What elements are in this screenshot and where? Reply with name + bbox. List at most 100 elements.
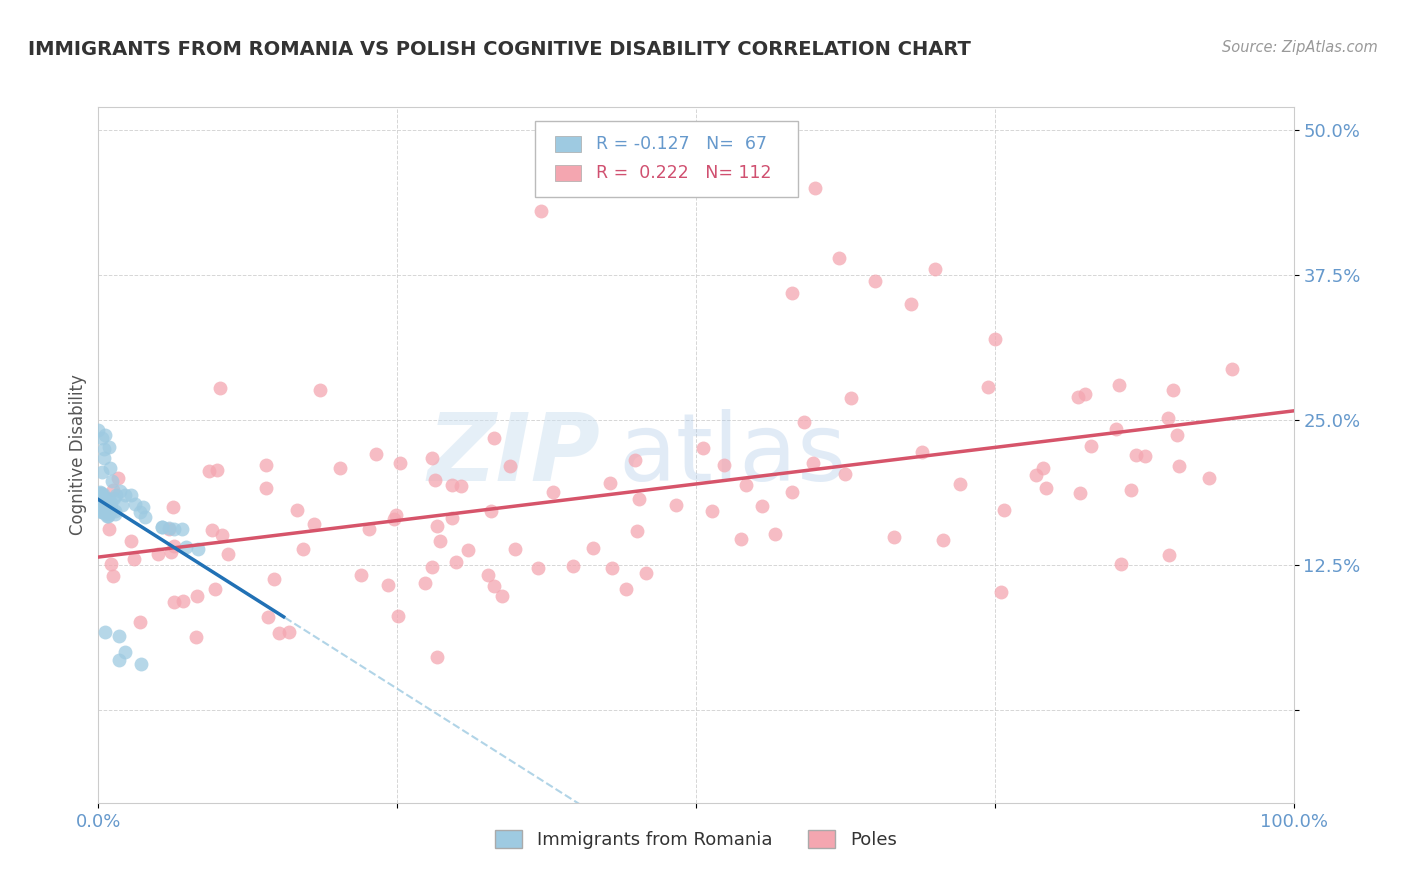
Point — [209, 381, 232, 395]
Point — [100, 558, 122, 572]
Point — [174, 540, 197, 554]
Point — [910, 445, 932, 459]
Point — [97, 507, 120, 521]
Point — [91, 494, 114, 508]
Point — [287, 503, 309, 517]
Point — [484, 579, 506, 593]
Point — [804, 181, 827, 195]
Point — [131, 657, 153, 671]
Point — [90, 485, 112, 500]
Point — [1220, 362, 1243, 376]
Point — [385, 508, 408, 522]
Point — [350, 568, 373, 582]
Point — [91, 465, 114, 479]
Point — [444, 555, 467, 569]
Point — [292, 542, 315, 557]
Text: atlas: atlas — [619, 409, 846, 501]
Point — [129, 615, 152, 629]
Point — [600, 560, 623, 574]
Point — [160, 545, 183, 559]
Point — [415, 575, 437, 590]
Point — [628, 491, 651, 506]
Point — [990, 584, 1012, 599]
Point — [541, 485, 564, 500]
Point — [90, 431, 112, 445]
Point — [91, 488, 114, 502]
Point — [278, 624, 301, 639]
Point — [751, 499, 773, 513]
Point — [900, 297, 922, 311]
Point — [87, 499, 110, 513]
Point — [204, 582, 226, 597]
Point — [1080, 439, 1102, 453]
Point — [87, 491, 110, 505]
Point — [98, 500, 121, 514]
Point — [93, 503, 115, 517]
Point — [93, 500, 115, 514]
Point — [93, 451, 115, 466]
Point — [90, 497, 112, 511]
Point — [104, 504, 127, 518]
Point — [146, 547, 169, 561]
Point — [100, 503, 122, 517]
Point — [780, 485, 803, 500]
Point — [97, 508, 120, 523]
Point — [134, 509, 156, 524]
Point — [263, 572, 285, 586]
Point — [499, 458, 522, 473]
Point — [665, 498, 688, 512]
Y-axis label: Cognitive Disability: Cognitive Disability — [69, 375, 87, 535]
Point — [187, 542, 209, 557]
Point — [98, 500, 121, 515]
Point — [984, 332, 1007, 346]
Point — [87, 486, 110, 500]
Point — [96, 497, 118, 511]
Point — [93, 497, 115, 511]
Point — [692, 442, 714, 456]
Point — [828, 251, 851, 265]
FancyBboxPatch shape — [555, 136, 581, 152]
Point — [1157, 410, 1180, 425]
Point — [976, 380, 998, 394]
Point — [388, 456, 411, 470]
Point — [101, 475, 124, 489]
Point — [441, 511, 464, 525]
Point — [120, 488, 142, 502]
Point — [87, 488, 110, 502]
Point — [491, 589, 513, 603]
Point — [150, 520, 173, 534]
Point — [110, 483, 132, 498]
Point — [91, 500, 114, 515]
Point — [93, 497, 115, 511]
Point — [96, 508, 118, 523]
FancyBboxPatch shape — [555, 166, 581, 181]
Point — [1035, 481, 1057, 495]
Point — [1032, 461, 1054, 475]
Point — [883, 530, 905, 544]
Point — [98, 440, 121, 454]
Point — [96, 494, 118, 508]
Point — [162, 500, 184, 514]
Point — [91, 505, 114, 519]
Legend: Immigrants from Romania, Poles: Immigrants from Romania, Poles — [488, 822, 904, 856]
Point — [1166, 428, 1188, 442]
Point — [157, 522, 180, 536]
Point — [1157, 548, 1180, 562]
Point — [308, 383, 330, 397]
Point — [254, 481, 277, 495]
Point — [477, 568, 499, 582]
Point — [98, 491, 121, 506]
Point — [96, 500, 118, 515]
Point — [120, 533, 142, 548]
Point — [634, 566, 657, 580]
Point — [793, 415, 815, 429]
Point — [1125, 448, 1147, 462]
Point — [93, 494, 115, 508]
Point — [426, 650, 449, 665]
Text: Source: ZipAtlas.com: Source: ZipAtlas.com — [1222, 40, 1378, 55]
Point — [1109, 558, 1132, 572]
Point — [217, 547, 239, 561]
Point — [172, 593, 194, 607]
Point — [924, 262, 946, 277]
Point — [931, 533, 953, 547]
